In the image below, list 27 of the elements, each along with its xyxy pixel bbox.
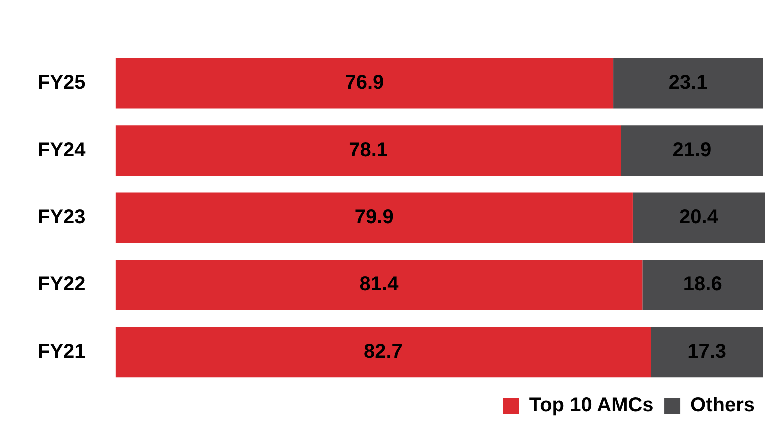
bar: [116, 126, 622, 176]
y-tick-label: FY22: [38, 274, 86, 296]
y-tick-label: FY21: [38, 340, 86, 363]
y-tick-label: FY24: [38, 139, 87, 162]
bar: [651, 327, 764, 378]
data-label: 21.9: [672, 139, 712, 162]
data-label: 23.1: [668, 72, 708, 94]
bar: [116, 327, 652, 378]
bar: [116, 58, 614, 109]
legend-label: Top 10 AMCs: [529, 394, 654, 417]
data-label: 81.4: [360, 274, 400, 296]
bar: [642, 260, 764, 310]
y-tick-label: FY25: [38, 72, 86, 94]
data-label: 78.1: [349, 139, 388, 162]
y-tick-label: FY23: [38, 206, 86, 229]
bar: [116, 192, 633, 244]
data-label: 76.9: [345, 72, 384, 94]
bar: [632, 192, 765, 244]
data-label: 79.9: [354, 206, 394, 229]
data-label: 17.3: [688, 340, 727, 363]
data-label: 82.7: [364, 340, 403, 363]
data-label: 20.4: [680, 206, 720, 229]
bar: [621, 126, 764, 176]
bar: [614, 58, 764, 109]
legend-label: Others: [690, 394, 756, 417]
data-label: 18.6: [683, 274, 722, 296]
bar: [116, 260, 643, 310]
